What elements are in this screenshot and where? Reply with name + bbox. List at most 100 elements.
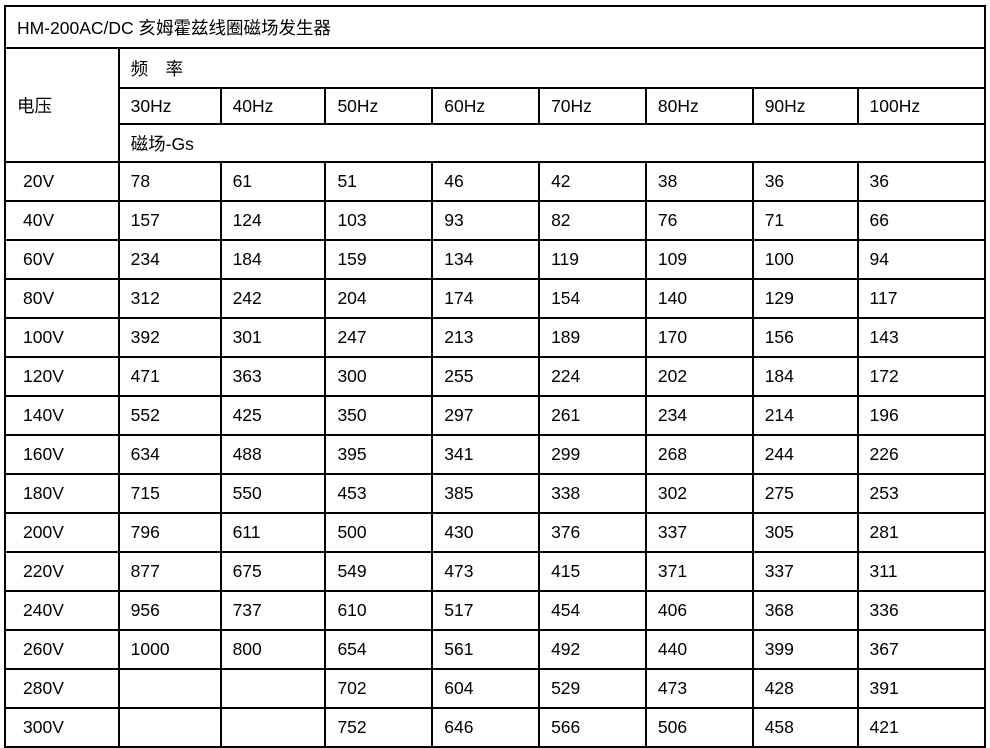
field-value-cell: 634 [117, 434, 222, 475]
field-value-cell: 302 [644, 473, 754, 514]
field-value-cell: 610 [324, 590, 434, 631]
field-value-cell: 46 [431, 161, 541, 202]
table-row: 260V 1000 800 654 561 492 440 399 367 [4, 629, 987, 670]
field-value-cell: 159 [324, 239, 434, 280]
field-value-cell: 391 [856, 668, 987, 709]
field-value-cell: 196 [856, 395, 987, 436]
field-value-cell: 752 [324, 707, 434, 748]
field-value-cell: 224 [538, 356, 647, 397]
field-value-cell: 281 [856, 512, 987, 553]
field-value-cell [219, 668, 327, 709]
frequency-header-cell: 100Hz [856, 87, 987, 125]
voltage-cell: 100V [4, 317, 120, 358]
field-value-cell: 956 [117, 590, 222, 631]
field-value-cell: 337 [644, 512, 754, 553]
field-value-cell: 341 [431, 434, 541, 475]
field-value-cell: 42 [538, 161, 647, 202]
field-value-cell: 93 [431, 200, 541, 241]
voltage-cell: 220V [4, 551, 120, 592]
field-value-cell: 395 [324, 434, 434, 475]
frequency-header-cell: 40Hz [219, 87, 327, 125]
field-value-cell: 440 [644, 629, 754, 670]
field-value-cell: 337 [751, 551, 859, 592]
field-value-cell: 244 [751, 434, 859, 475]
field-value-cell: 421 [856, 707, 987, 748]
table-row: 160V 634 488 395 341 299 268 244 226 [4, 434, 987, 475]
frequency-header-cell: 90Hz [751, 87, 859, 125]
field-value-cell: 550 [219, 473, 327, 514]
field-value-cell: 36 [751, 161, 859, 202]
field-value-cell: 202 [644, 356, 754, 397]
field-value-cell: 124 [219, 200, 327, 241]
field-value-cell: 174 [431, 278, 541, 319]
field-value-cell: 454 [538, 590, 647, 631]
voltage-cell: 40V [4, 200, 120, 241]
table-row: 240V 956 737 610 517 454 406 368 336 [4, 590, 987, 631]
field-value-cell: 299 [538, 434, 647, 475]
voltage-cell: 180V [4, 473, 120, 514]
field-value-cell: 552 [117, 395, 222, 436]
frequency-group-header: 频 率 [117, 47, 987, 89]
frequency-header-cell: 70Hz [538, 87, 647, 125]
field-value-cell: 453 [324, 473, 434, 514]
field-value-cell: 430 [431, 512, 541, 553]
field-value-cell: 157 [117, 200, 222, 241]
table-row: 280V 702 604 529 473 428 391 [4, 668, 987, 709]
field-value-cell: 297 [431, 395, 541, 436]
field-value-cell: 371 [644, 551, 754, 592]
field-value-cell: 488 [219, 434, 327, 475]
field-value-cell: 312 [117, 278, 222, 319]
field-value-cell: 675 [219, 551, 327, 592]
field-value-cell: 301 [219, 317, 327, 358]
field-value-cell: 170 [644, 317, 754, 358]
field-value-cell [117, 668, 222, 709]
field-value-cell: 154 [538, 278, 647, 319]
field-value-cell: 406 [644, 590, 754, 631]
frequency-header-cell: 30Hz [117, 87, 222, 125]
field-value-cell: 1000 [117, 629, 222, 670]
table-row: 20V 78 61 51 46 42 38 36 36 [4, 161, 987, 202]
voltage-cell: 300V [4, 707, 120, 748]
field-value-cell: 213 [431, 317, 541, 358]
field-value-cell: 702 [324, 668, 434, 709]
field-value-cell: 94 [856, 239, 987, 280]
voltage-cell: 280V [4, 668, 120, 709]
voltage-cell: 120V [4, 356, 120, 397]
field-value-cell [117, 707, 222, 748]
field-value-cell: 428 [751, 668, 859, 709]
field-value-cell: 300 [324, 356, 434, 397]
field-value-cell: 78 [117, 161, 222, 202]
field-value-cell: 253 [856, 473, 987, 514]
field-value-cell: 261 [538, 395, 647, 436]
frequency-header-cell: 50Hz [324, 87, 434, 125]
frequency-header-row: 电压 频 率 [4, 47, 987, 163]
field-value-cell: 234 [117, 239, 222, 280]
field-value-cell: 255 [431, 356, 541, 397]
field-value-cell: 376 [538, 512, 647, 553]
field-value-cell: 363 [219, 356, 327, 397]
field-value-cell: 275 [751, 473, 859, 514]
field-value-cell: 103 [324, 200, 434, 241]
field-value-cell: 226 [856, 434, 987, 475]
field-value-cell: 247 [324, 317, 434, 358]
table-row: 180V 715 550 453 385 338 302 275 253 [4, 473, 987, 514]
field-value-cell: 38 [644, 161, 754, 202]
field-value-cell: 800 [219, 629, 327, 670]
field-value-cell: 604 [431, 668, 541, 709]
field-value-cell: 204 [324, 278, 434, 319]
voltage-cell: 200V [4, 512, 120, 553]
field-unit-row: 磁场-Gs [5, 123, 987, 163]
field-value-cell: 184 [751, 356, 859, 397]
field-value-cell: 61 [219, 161, 327, 202]
voltage-cell: 60V [4, 239, 120, 280]
field-value-cell: 66 [856, 200, 987, 241]
field-value-cell: 82 [538, 200, 647, 241]
field-value-cell: 473 [431, 551, 541, 592]
field-value-cell: 611 [219, 512, 327, 553]
voltage-cell: 240V [4, 590, 120, 631]
field-value-cell: 561 [431, 629, 541, 670]
field-value-cell: 100 [751, 239, 859, 280]
table-row: 100V 392 301 247 213 189 170 156 143 [4, 317, 987, 358]
field-value-cell: 36 [856, 161, 987, 202]
